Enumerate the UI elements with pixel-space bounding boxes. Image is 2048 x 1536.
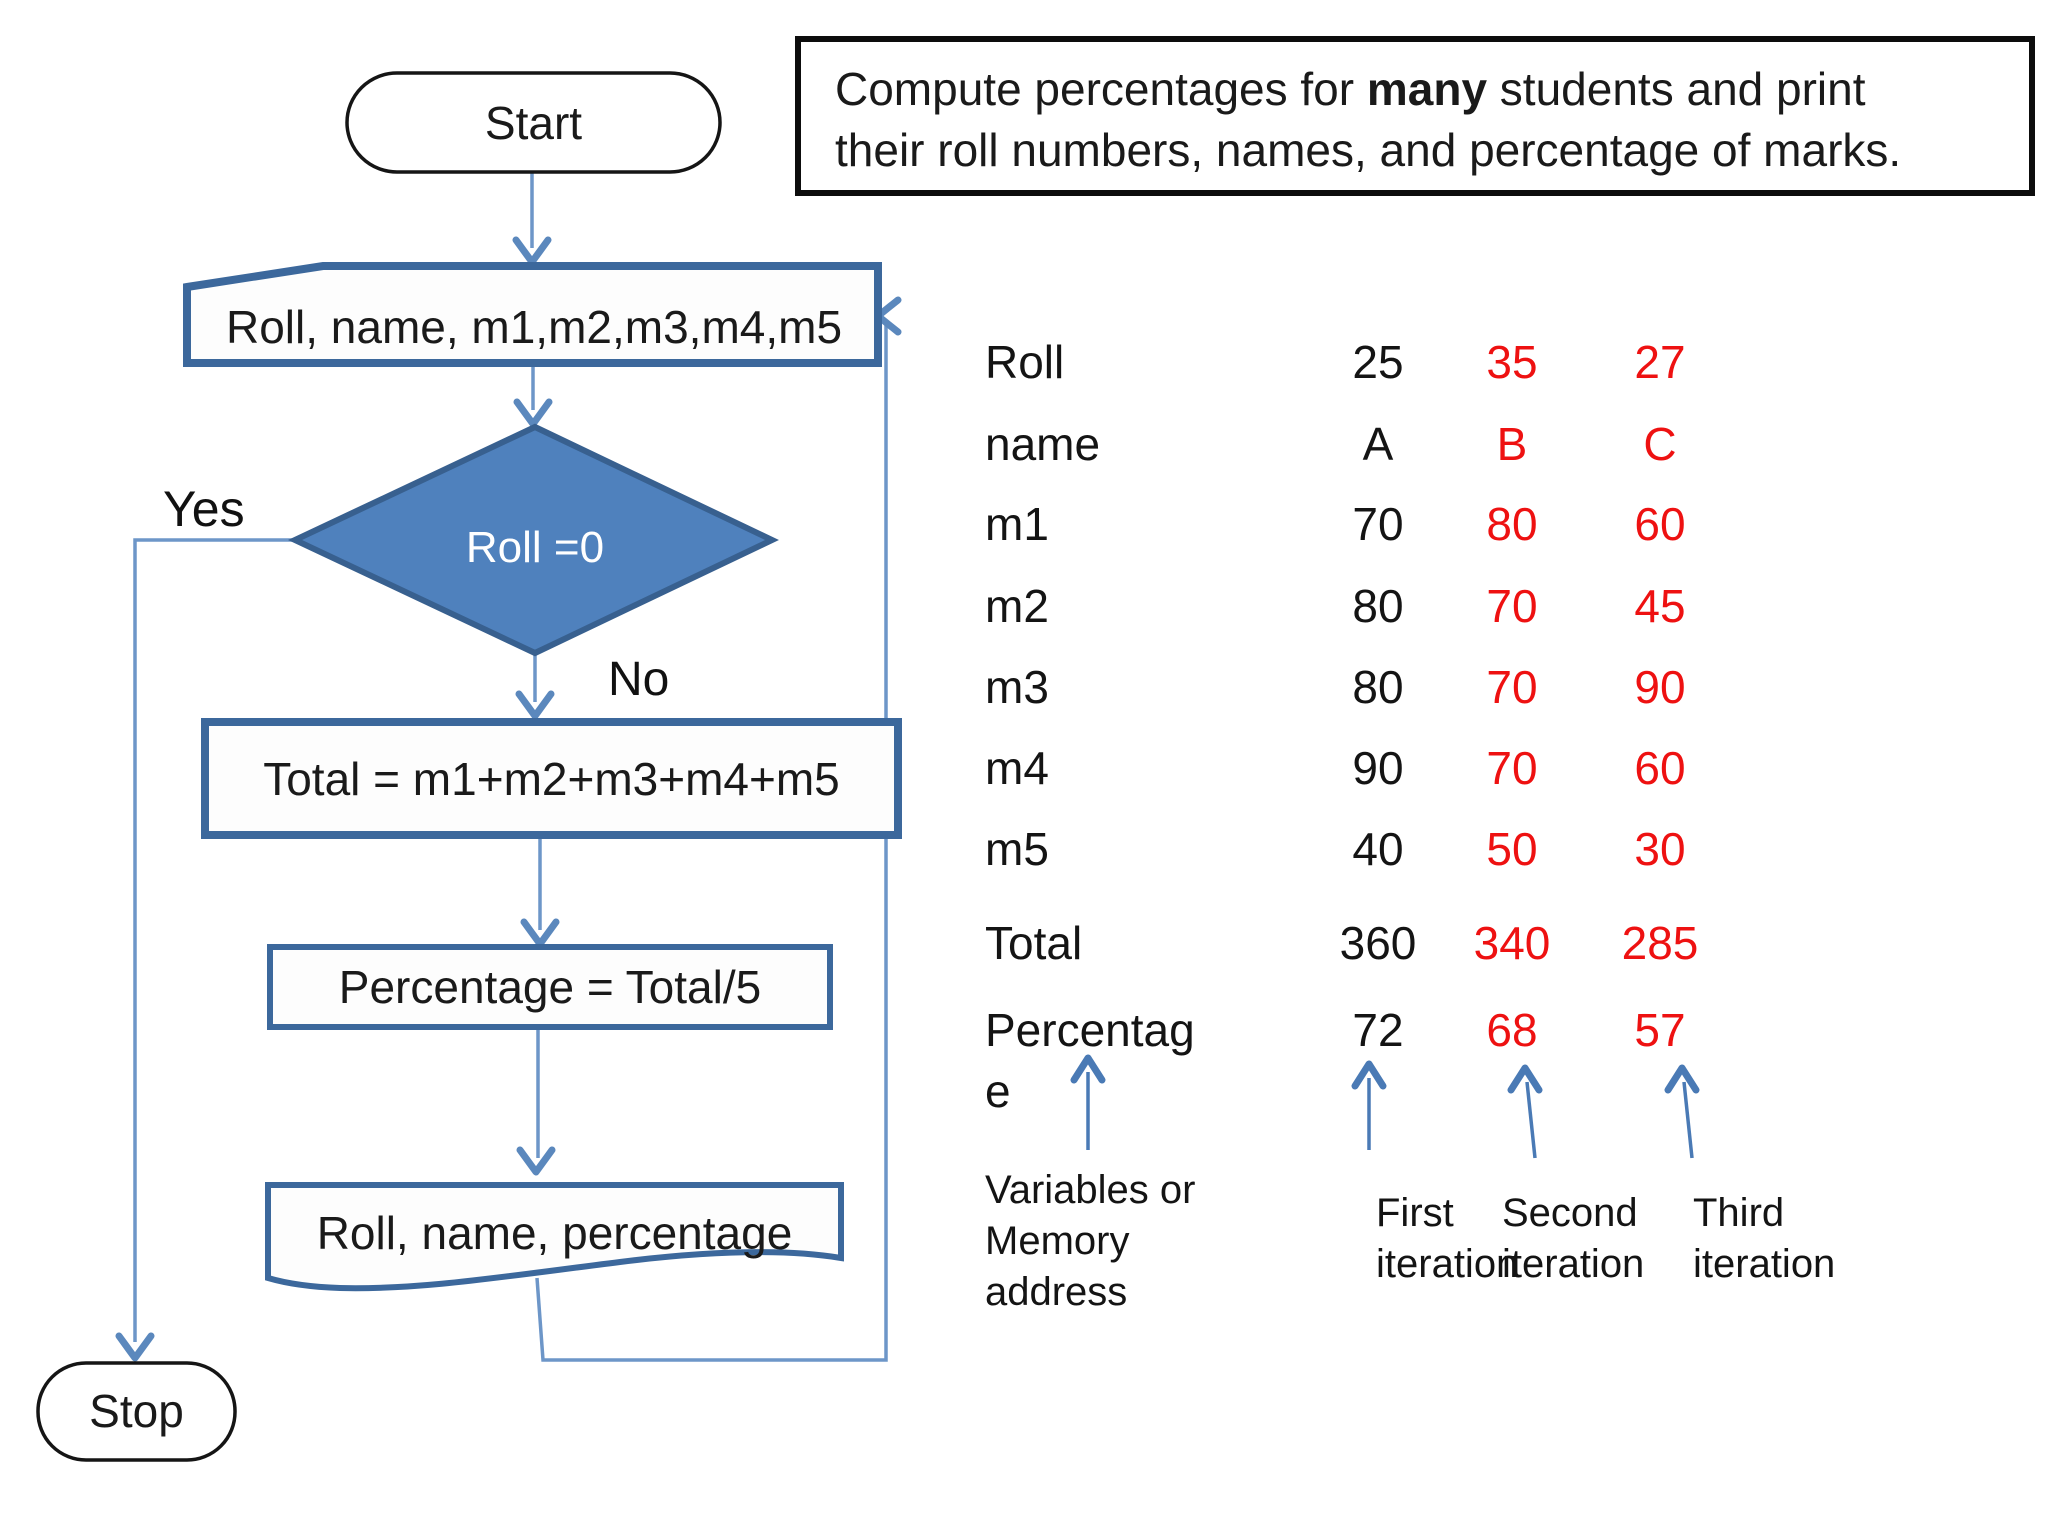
iter2-value: 70	[1486, 742, 1538, 794]
input-card-shape	[183, 262, 882, 367]
iter2-value: 340	[1473, 917, 1551, 969]
no-branch-label: No	[608, 653, 670, 706]
row-label: m5	[985, 823, 1049, 875]
iter2-value: 70	[1486, 580, 1538, 632]
iter1-value: 70	[1352, 498, 1404, 550]
iter1-value: 40	[1352, 823, 1404, 875]
problem-statement-line1: Compute percentages for many students an…	[835, 63, 1866, 115]
output-document-shape	[265, 1182, 844, 1292]
iter2-value: 70	[1486, 661, 1538, 713]
iter1-value: 80	[1352, 580, 1404, 632]
iter3-value: 285	[1621, 917, 1699, 969]
iter2-value: 68	[1486, 1004, 1538, 1056]
row-label: m2	[985, 580, 1049, 632]
third-iteration-note: Third iteration	[1693, 1191, 1836, 1286]
iter1-value: 90	[1352, 742, 1404, 794]
iter3-value: 27	[1634, 336, 1686, 388]
iter3-value: 57	[1634, 1004, 1686, 1056]
iter1-value: 25	[1352, 336, 1404, 388]
annotation-arrowheads	[1070, 1054, 1700, 1094]
problem-statement-box: Compute percentages for many students an…	[795, 36, 2035, 196]
process2-rect-shape	[267, 944, 833, 1030]
iter3-value: 30	[1634, 823, 1686, 875]
stop-terminator-shape	[36, 1361, 237, 1462]
start-terminator-shape	[345, 71, 722, 174]
row-label: m1	[985, 498, 1049, 550]
iter2-value: 80	[1486, 498, 1538, 550]
iter1-value: 80	[1352, 661, 1404, 713]
iter3-value: 45	[1634, 580, 1686, 632]
process2-label: Percentage = Total/5	[338, 961, 762, 1013]
first-iteration-note: First iteration	[1376, 1191, 1519, 1286]
row-label: Roll	[985, 336, 1065, 388]
annotation-arrow-lines	[1086, 1072, 1694, 1159]
input-label: Roll, name, m1,m2,m3,m4,m5	[225, 301, 843, 353]
row-label-percentage: Percentage	[985, 1004, 1195, 1117]
iter3-value: 60	[1634, 742, 1686, 794]
process1-rect-shape	[201, 718, 902, 839]
iter1-value: A	[1362, 418, 1394, 470]
iter3-value: 90	[1634, 661, 1686, 713]
process1-label: Total = m1+m2+m3+m4+m5	[263, 753, 840, 805]
iter2-value: 50	[1486, 823, 1538, 875]
row-label: m3	[985, 661, 1049, 713]
decision-diamond-shape	[287, 423, 779, 657]
variables-note: Variables or Memory address	[985, 1168, 1196, 1314]
output-label: Roll, name, percentage	[316, 1207, 793, 1259]
second-iteration-note: Second iteration	[1502, 1191, 1645, 1286]
yes-branch-label: Yes	[163, 481, 245, 537]
stop-label: Stop	[89, 1385, 184, 1437]
decision-label: Roll =0	[465, 523, 605, 572]
iter1-value: 72	[1352, 1004, 1404, 1056]
row-label: name	[985, 418, 1101, 470]
row-label: Total	[985, 917, 1083, 969]
row-label: m4	[985, 742, 1049, 794]
iter2-value: B	[1496, 418, 1528, 470]
iter2-value: 35	[1486, 336, 1538, 388]
iter1-value: 360	[1339, 917, 1417, 969]
iter3-value: C	[1643, 418, 1677, 470]
start-label: Start	[484, 97, 583, 149]
problem-statement-bold-word: many	[1366, 63, 1488, 115]
iter3-value: 60	[1634, 498, 1686, 550]
problem-statement-line2: their roll numbers, names, and percentag…	[835, 124, 1902, 176]
